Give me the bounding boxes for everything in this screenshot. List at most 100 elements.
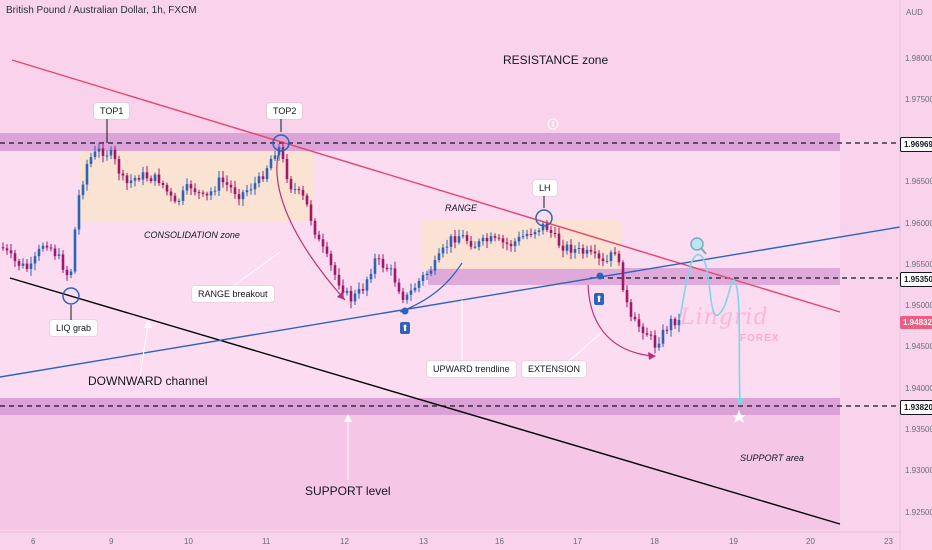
candle-body [445, 246, 449, 248]
curved-arrow-2 [587, 284, 653, 357]
candle-body [133, 178, 137, 181]
support-pointer-head [344, 414, 352, 422]
candle-body [149, 178, 153, 182]
candle-body [549, 229, 553, 233]
candle-body [37, 248, 41, 257]
candle-body [45, 245, 49, 248]
candle-body [305, 195, 309, 205]
time-tick: 18 [650, 537, 659, 546]
candle-body [505, 242, 509, 244]
candle-body [57, 254, 61, 257]
candle-body [189, 184, 193, 189]
candle-body [273, 155, 277, 159]
candle-body [553, 232, 557, 234]
candle-body [65, 269, 69, 276]
price-tick: 1.95500 [905, 260, 932, 269]
candle-body [117, 159, 121, 174]
price-tick: 1.96000 [905, 219, 932, 228]
candle-body [293, 189, 297, 191]
candle-body [325, 246, 329, 254]
candle-body [429, 270, 433, 274]
candle-body [437, 253, 441, 261]
candle-body [629, 302, 633, 317]
candle-body [145, 172, 149, 179]
support-area-band [0, 400, 840, 530]
candle-body [329, 253, 333, 266]
candle-body [337, 274, 341, 286]
candle-body [485, 237, 489, 242]
trend-touch-1 [401, 307, 409, 315]
candle-body [213, 190, 217, 192]
candle-body [173, 195, 177, 202]
resistance-zone-label: RESISTANCE zone [503, 53, 609, 67]
time-tick: 19 [729, 537, 738, 546]
symbol-title[interactable]: British Pound / Australian Dollar, 1h, F… [6, 5, 197, 16]
downward-channel-label: DOWNWARD channel [88, 374, 208, 388]
candle-body [153, 174, 157, 182]
candle-body [585, 249, 589, 254]
candle-body [169, 191, 173, 196]
time-tick: 10 [184, 537, 193, 546]
candle-body [237, 194, 241, 200]
up-arrow-chip-2-icon: ⬆ [594, 293, 604, 305]
candle-body [137, 178, 141, 180]
consolidation-zone-label: CONSOLIDATION zone [144, 230, 240, 240]
price-tick: 1.96500 [905, 177, 932, 186]
channel-upper-line[interactable] [11, 59, 841, 313]
channel-pointer-head [144, 320, 152, 328]
candle-body [397, 282, 401, 292]
candle-body [17, 261, 21, 266]
candle-body [257, 176, 261, 184]
candle-body [501, 238, 505, 243]
time-tick: 9 [109, 537, 114, 546]
candle-body [509, 243, 513, 247]
candle-body [405, 294, 409, 300]
candle-body [9, 250, 13, 254]
candle-body [197, 192, 201, 194]
price-tick: 1.92500 [905, 508, 932, 517]
time-tick: 17 [573, 537, 582, 546]
candle-body [225, 182, 229, 185]
candle-body [413, 287, 417, 291]
projection-path [679, 254, 741, 401]
upward-trendline[interactable] [0, 226, 901, 378]
candle-body [601, 258, 605, 262]
candle-body [281, 147, 285, 159]
candle-body [233, 187, 237, 195]
price-tick: 1.94500 [905, 342, 932, 351]
candle-body [577, 248, 581, 250]
candle-body [93, 151, 97, 158]
channel-lower-line[interactable] [9, 277, 841, 525]
candle-body [229, 184, 233, 188]
price-tick: 1.95000 [905, 301, 932, 310]
candle-body [89, 157, 93, 164]
candle-body [161, 183, 165, 185]
candle-body [289, 179, 293, 190]
candle-body [613, 252, 617, 254]
candle-body [77, 195, 81, 230]
candle-body [141, 172, 145, 180]
candle-body [345, 290, 349, 293]
candle-body [341, 285, 345, 293]
candle-body [97, 148, 101, 152]
candle-body [73, 229, 77, 272]
extension-label: EXTENSION [522, 361, 587, 377]
lingrid-logo-sub: FOREX [740, 333, 780, 344]
candle-body [589, 249, 593, 252]
curved-arrow-2-head [648, 352, 656, 360]
candle-body [33, 256, 37, 264]
candle-body [525, 233, 529, 237]
candle-body [609, 252, 613, 261]
upward-trendline-label: UPWARD trendline [427, 361, 516, 377]
candle-body [637, 319, 641, 327]
candle-body [393, 268, 397, 283]
candle-body [361, 289, 365, 291]
candle-body [25, 263, 29, 270]
magnifier-icon [690, 237, 704, 251]
candle-body [365, 279, 369, 291]
candle-body [221, 177, 225, 183]
candle-body [425, 273, 429, 276]
extension-pointer [567, 331, 603, 363]
